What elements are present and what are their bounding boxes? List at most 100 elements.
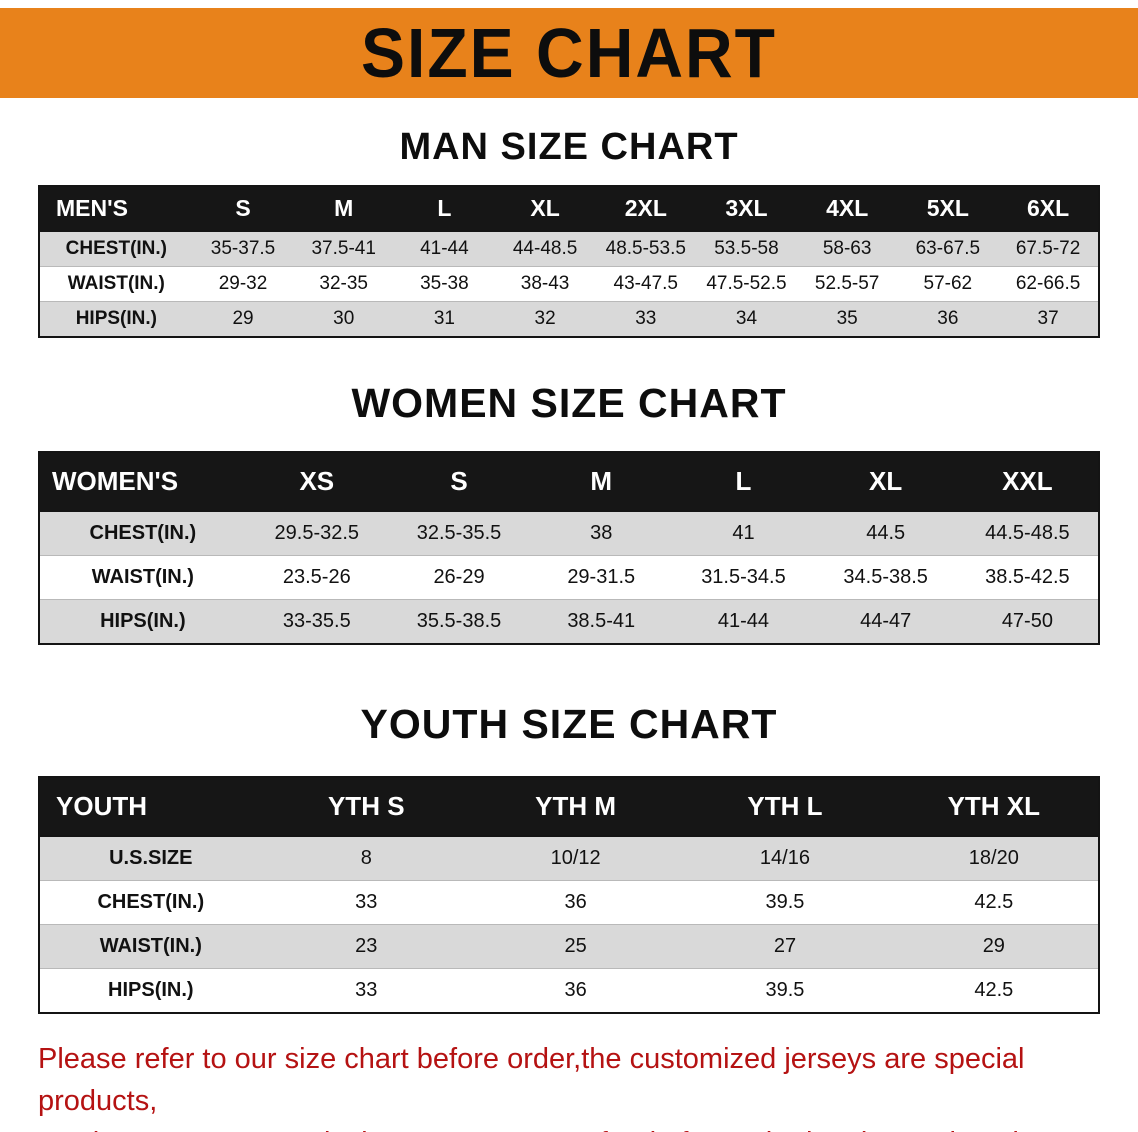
size-value-cell: 38.5-42.5 xyxy=(985,566,1070,588)
size-value-cell: 42.5 xyxy=(974,979,1014,1001)
notice-line-1: Please refer to our size chart before or… xyxy=(38,1043,1025,1118)
size-value-cell: 31.5-34.5 xyxy=(701,566,786,588)
size-column-header: XL xyxy=(494,186,596,232)
measurement-row: U.S.SIZE 8 10/12 14/16 18/20 xyxy=(39,836,1099,881)
size-value-cell: 57-62 xyxy=(923,273,973,294)
size-column-header: XS xyxy=(245,452,388,512)
size-value-cell: 52.5-57 xyxy=(814,273,880,294)
size-value-cell: 23.5-26 xyxy=(282,566,351,588)
size-value-cell: 42.5 xyxy=(974,891,1014,913)
size-column-header: XL xyxy=(814,452,957,512)
size-value-cell: 33 xyxy=(355,891,378,913)
size-value-cell: 67.5-72 xyxy=(1015,238,1081,259)
size-value-cell: 32 xyxy=(534,308,556,329)
size-value-cell: 34 xyxy=(735,308,758,329)
size-value-cell: 38.5-41 xyxy=(567,610,636,632)
size-column-header: YTH S xyxy=(261,777,471,837)
size-value-cell: 36 xyxy=(937,308,959,329)
measurement-label: HIPS(IN.) xyxy=(100,610,186,632)
size-value-cell: 26-29 xyxy=(433,566,485,588)
size-value-cell: 58-63 xyxy=(822,238,872,259)
measurement-label: WAIST(IN.) xyxy=(99,935,202,957)
measurement-label: CHEST(IN.) xyxy=(97,891,205,913)
size-column-header: L xyxy=(394,186,495,232)
measurement-row: CHEST(IN.) 29.5-32.5 32.5-35.5 38 41 44.5 44.5… xyxy=(39,511,1099,556)
size-column-header: S xyxy=(192,186,294,232)
size-column-header: M xyxy=(293,186,395,232)
table-title-cell: YOUTH xyxy=(39,777,262,837)
size-value-cell: 41-44 xyxy=(420,238,469,259)
size-value-cell: 33-35.5 xyxy=(282,610,351,632)
size-value-cell: 37 xyxy=(1037,308,1059,329)
footer-notice: Please refer to our size chart before or… xyxy=(38,1038,1100,1132)
size-value-cell: 14/16 xyxy=(759,847,810,869)
size-value-cell: 37.5-41 xyxy=(311,238,376,259)
size-value-cell: 38-43 xyxy=(520,273,570,294)
size-value-cell: 44.5 xyxy=(866,522,906,544)
size-value-cell: 39.5 xyxy=(765,891,805,913)
size-column-header: 3XL xyxy=(696,186,797,232)
size-value-cell: 29-32 xyxy=(218,273,268,294)
table-header-row: YOUTH YTH S YTH M YTH L YTH XL xyxy=(39,777,1099,837)
size-column-header: 5XL xyxy=(897,186,999,232)
youth-size-table: YOUTH YTH S YTH M YTH L YTH XL U.S.SIZE 8 10/12… xyxy=(38,776,1100,1014)
size-value-cell: 41 xyxy=(732,522,755,544)
size-value-cell: 25 xyxy=(564,935,587,957)
youth-section-heading: YOUTH SIZE CHART xyxy=(360,701,778,747)
measurement-label: HIPS(IN.) xyxy=(75,308,157,329)
size-value-cell: 41-44 xyxy=(717,610,770,632)
measurement-row: WAIST(IN.) 23.5-26 26-29 29-31.5 31.5-34.5 34… xyxy=(39,555,1099,600)
size-value-cell: 29-31.5 xyxy=(567,566,636,588)
measurement-label: U.S.SIZE xyxy=(109,847,193,869)
size-column-header: YTH M xyxy=(470,777,681,837)
size-value-cell: 33 xyxy=(635,308,657,329)
measurement-label: CHEST(IN.) xyxy=(89,522,197,544)
size-column-header: YTH XL xyxy=(889,777,1099,837)
size-value-cell: 53.5-58 xyxy=(714,238,779,259)
size-value-cell: 43-47.5 xyxy=(613,273,678,294)
women-section-heading: WOMEN SIZE CHART xyxy=(351,380,787,426)
measurement-row: CHEST(IN.) 33 36 39.5 42.5 xyxy=(39,880,1099,925)
notice-line-2: we don't accept cancel, change, teturn o… xyxy=(38,1122,1100,1132)
size-column-header: S xyxy=(387,452,531,512)
measurement-label: WAIST(IN.) xyxy=(91,566,194,588)
size-value-cell: 47.5-52.5 xyxy=(706,273,787,294)
table-header-row: MEN'S S M L XL 2XL 3XL 4XL 5XL 6XL xyxy=(39,186,1099,232)
measurement-row: HIPS(IN.) 33-35.5 35.5-38.5 38.5-41 41-44 44-… xyxy=(39,599,1099,644)
banner: SIZE CHART xyxy=(0,8,1138,98)
size-column-header: 6XL xyxy=(998,186,1099,232)
measurement-row: HIPS(IN.) 29 30 31 32 33 34 35 36 37 xyxy=(39,301,1099,337)
size-value-cell: 62-66.5 xyxy=(1015,273,1081,294)
size-value-cell: 39.5 xyxy=(765,979,805,1001)
measurement-row: HIPS(IN.) 33 36 39.5 42.5 xyxy=(39,968,1099,1013)
measurement-row: CHEST(IN.) 35-37.5 37.5-41 41-44 44-48.5 48.5… xyxy=(39,231,1099,267)
women-size-table: WOMEN'S XS S M L XL XXL CHEST(IN.) 29.5-32.5 32.5… xyxy=(38,451,1100,645)
size-value-cell: 44-47 xyxy=(860,610,912,632)
size-value-cell: 33 xyxy=(355,979,378,1001)
size-value-cell: 44.5-48.5 xyxy=(985,522,1070,544)
size-value-cell: 32-35 xyxy=(319,273,369,294)
size-value-cell: 35 xyxy=(836,308,858,329)
size-value-cell: 35-37.5 xyxy=(210,238,276,259)
size-value-cell: 44-48.5 xyxy=(512,238,578,259)
size-value-cell: 29 xyxy=(232,308,254,329)
size-value-cell: 38 xyxy=(590,522,613,544)
table-title-cell: WOMEN'S xyxy=(39,452,246,512)
size-value-cell: 29 xyxy=(982,935,1005,957)
size-value-cell: 47-50 xyxy=(1001,610,1053,632)
size-column-header: L xyxy=(672,452,815,512)
size-column-header: 4XL xyxy=(796,186,898,232)
size-column-header: 2XL xyxy=(595,186,697,232)
size-value-cell: 10/12 xyxy=(550,847,601,869)
size-value-cell: 31 xyxy=(433,308,455,329)
size-value-cell: 30 xyxy=(333,308,355,329)
size-value-cell: 23 xyxy=(355,935,378,957)
size-column-header: XXL xyxy=(956,452,1099,512)
size-value-cell: 36 xyxy=(564,979,587,1001)
size-column-header: YTH L xyxy=(680,777,890,837)
table-header-row: WOMEN'S XS S M L XL XXL xyxy=(39,452,1099,512)
size-value-cell: 34.5-38.5 xyxy=(843,566,928,588)
page-title: SIZE CHART xyxy=(361,14,777,92)
size-value-cell: 18/20 xyxy=(968,847,1019,869)
